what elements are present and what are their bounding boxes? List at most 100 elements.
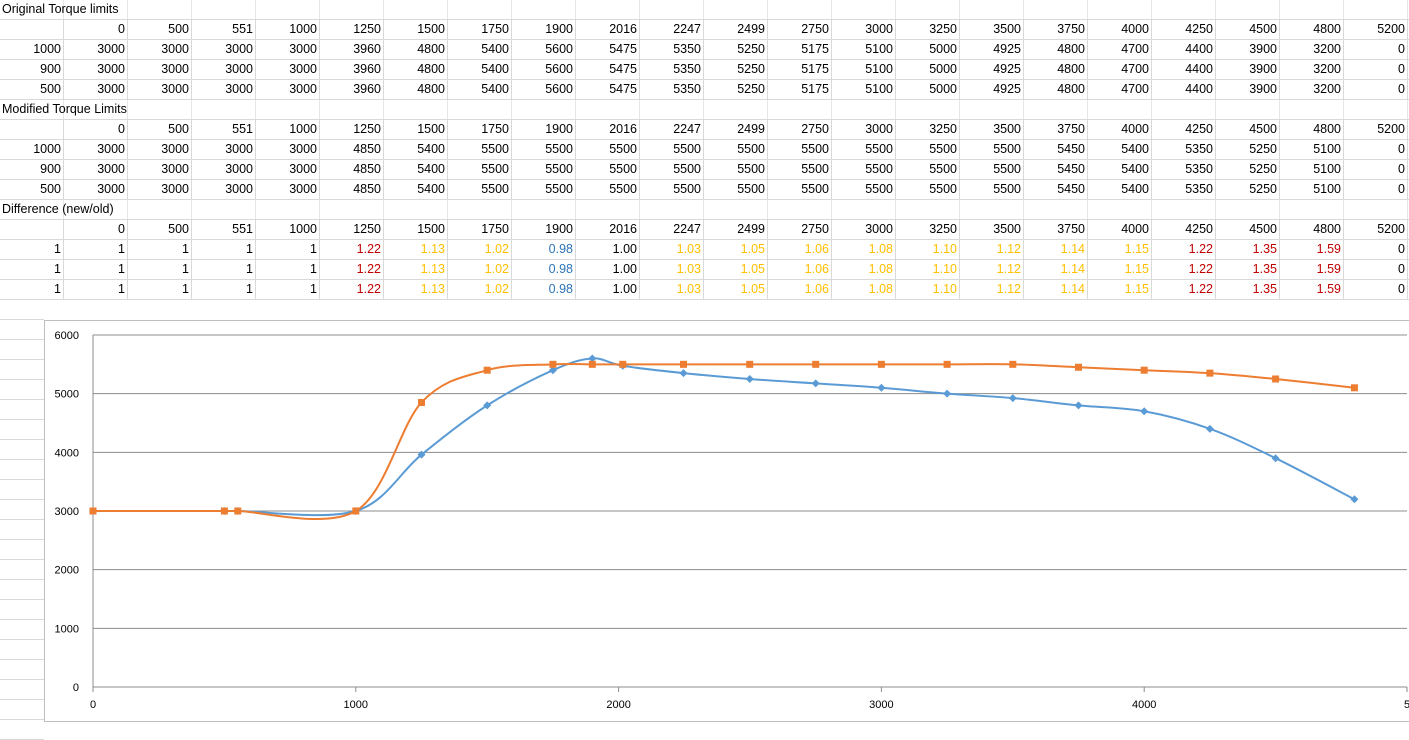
empty-cell[interactable] <box>1280 0 1344 19</box>
row-label-cell[interactable]: 1000 <box>0 140 64 159</box>
value-cell[interactable]: 1.06 <box>768 280 832 299</box>
column-header-cell[interactable]: 0 <box>64 120 128 139</box>
column-header-cell[interactable]: 3750 <box>1024 120 1088 139</box>
section-title[interactable]: Modified Torque Limits <box>2 102 127 116</box>
value-cell[interactable]: 5100 <box>832 60 896 79</box>
empty-cell[interactable] <box>128 0 192 19</box>
value-cell[interactable]: 1.13 <box>384 280 448 299</box>
value-cell[interactable]: 5450 <box>1024 160 1088 179</box>
value-cell[interactable]: 5250 <box>1216 180 1280 199</box>
value-cell[interactable]: 5600 <box>512 60 576 79</box>
row-label-cell[interactable]: 1 <box>0 260 64 279</box>
column-header-cell[interactable]: 1750 <box>448 120 512 139</box>
empty-cell[interactable] <box>1344 100 1408 119</box>
value-cell[interactable]: 5250 <box>704 40 768 59</box>
value-cell[interactable]: 1.03 <box>640 240 704 259</box>
section-title[interactable]: Difference (new/old) <box>2 202 114 216</box>
value-cell[interactable]: 3000 <box>256 40 320 59</box>
value-cell[interactable]: 5500 <box>640 180 704 199</box>
empty-cell[interactable] <box>384 200 448 219</box>
series-1-point[interactable] <box>679 369 688 378</box>
row-label-cell[interactable]: 1 <box>0 280 64 299</box>
empty-cell[interactable] <box>0 0 64 19</box>
series-2-point[interactable] <box>943 360 951 368</box>
value-cell[interactable]: 5500 <box>768 180 832 199</box>
value-cell[interactable]: 5175 <box>768 40 832 59</box>
column-header-cell[interactable]: 2247 <box>640 20 704 39</box>
value-cell[interactable]: 5500 <box>768 140 832 159</box>
column-header-cell[interactable]: 3750 <box>1024 20 1088 39</box>
value-cell[interactable]: 3000 <box>64 40 128 59</box>
value-cell[interactable]: 5500 <box>576 180 640 199</box>
empty-cell[interactable] <box>1280 200 1344 219</box>
value-cell[interactable]: 3000 <box>192 40 256 59</box>
value-cell[interactable]: 3000 <box>192 80 256 99</box>
empty-cell[interactable] <box>960 0 1024 19</box>
series-line-1[interactable] <box>92 357 1355 517</box>
series-2-point[interactable] <box>877 360 885 368</box>
value-cell[interactable]: 5475 <box>576 60 640 79</box>
empty-cell[interactable] <box>64 0 128 19</box>
value-cell[interactable]: 1.35 <box>1216 240 1280 259</box>
series-2-point[interactable] <box>588 360 596 368</box>
value-cell[interactable]: 3000 <box>256 160 320 179</box>
column-header-cell[interactable]: 2499 <box>704 120 768 139</box>
value-cell[interactable]: 3000 <box>192 160 256 179</box>
value-cell[interactable]: 1.13 <box>384 240 448 259</box>
column-header-cell[interactable]: 1750 <box>448 220 512 239</box>
empty-cell[interactable] <box>0 200 64 219</box>
value-cell[interactable]: 5600 <box>512 80 576 99</box>
value-cell[interactable]: 5400 <box>1088 180 1152 199</box>
series-1-point[interactable] <box>943 389 952 398</box>
value-cell[interactable]: 1.02 <box>448 260 512 279</box>
column-header-cell[interactable]: 1900 <box>512 20 576 39</box>
value-cell[interactable]: 0 <box>1344 180 1408 199</box>
value-cell[interactable]: 5350 <box>640 60 704 79</box>
value-cell[interactable]: 5475 <box>576 40 640 59</box>
empty-cell[interactable] <box>0 120 64 139</box>
value-cell[interactable]: 4800 <box>384 60 448 79</box>
row-label-cell[interactable]: 900 <box>0 160 64 179</box>
empty-cell[interactable] <box>832 200 896 219</box>
value-cell[interactable]: 5350 <box>640 80 704 99</box>
empty-cell[interactable] <box>64 200 128 219</box>
empty-cell[interactable] <box>0 20 64 39</box>
value-cell[interactable]: 4925 <box>960 80 1024 99</box>
empty-cell[interactable] <box>1024 100 1088 119</box>
value-cell[interactable]: 5500 <box>448 140 512 159</box>
column-header-cell[interactable]: 1900 <box>512 220 576 239</box>
empty-cell[interactable] <box>1152 200 1216 219</box>
empty-cell[interactable] <box>1280 100 1344 119</box>
value-cell[interactable]: 4800 <box>384 80 448 99</box>
value-cell[interactable]: 1.10 <box>896 240 960 259</box>
value-cell[interactable]: 4400 <box>1152 80 1216 99</box>
value-cell[interactable]: 5100 <box>832 80 896 99</box>
row-label-cell[interactable]: 500 <box>0 180 64 199</box>
value-cell[interactable]: 1.02 <box>448 280 512 299</box>
value-cell[interactable]: 5500 <box>576 140 640 159</box>
value-cell[interactable]: 5500 <box>832 140 896 159</box>
empty-cell[interactable] <box>512 100 576 119</box>
empty-cell[interactable] <box>1024 0 1088 19</box>
value-cell[interactable]: 3000 <box>192 180 256 199</box>
empty-cell[interactable] <box>448 200 512 219</box>
value-cell[interactable]: 4800 <box>384 40 448 59</box>
empty-cell[interactable] <box>128 200 192 219</box>
series-1-point[interactable] <box>1074 401 1083 410</box>
column-header-cell[interactable]: 1250 <box>320 120 384 139</box>
value-cell[interactable]: 1.10 <box>896 260 960 279</box>
value-cell[interactable]: 3200 <box>1280 60 1344 79</box>
value-cell[interactable]: 5500 <box>704 160 768 179</box>
empty-cell[interactable] <box>448 0 512 19</box>
column-header-cell[interactable]: 4800 <box>1280 220 1344 239</box>
value-cell[interactable]: 4800 <box>1024 80 1088 99</box>
column-header-cell[interactable]: 4500 <box>1216 220 1280 239</box>
column-header-cell[interactable]: 551 <box>192 20 256 39</box>
value-cell[interactable]: 0 <box>1344 240 1408 259</box>
series-2-point[interactable] <box>483 366 491 374</box>
row-label-cell[interactable]: 900 <box>0 60 64 79</box>
value-cell[interactable]: 5475 <box>576 80 640 99</box>
value-cell[interactable]: 4800 <box>1024 40 1088 59</box>
value-cell[interactable]: 4925 <box>960 60 1024 79</box>
value-cell[interactable]: 1.00 <box>576 260 640 279</box>
